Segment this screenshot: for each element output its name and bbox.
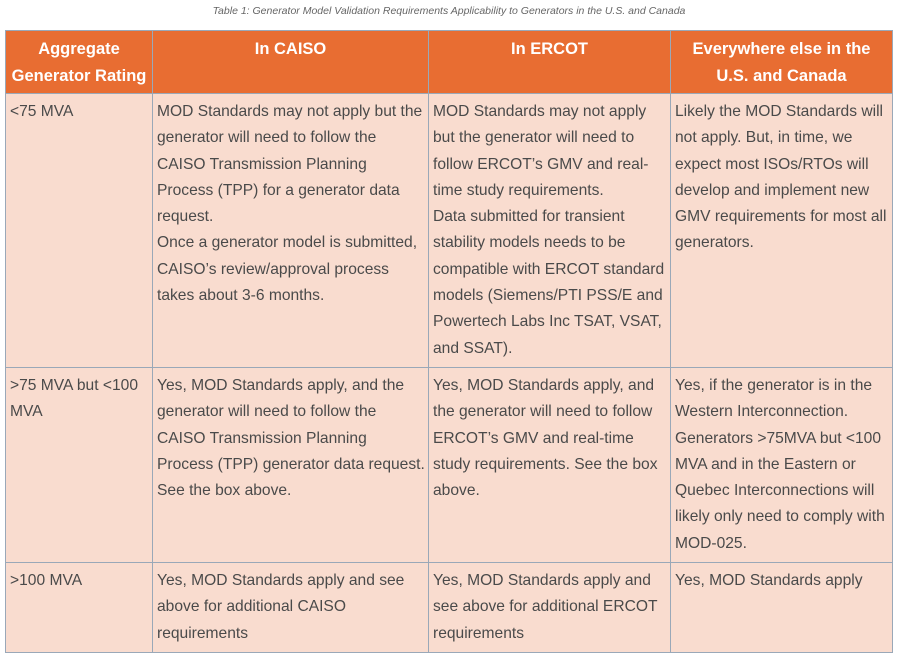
rating-cell: >100 MVA <box>5 562 153 653</box>
cell-paragraph: Yes, MOD Standards apply, and the genera… <box>157 376 425 500</box>
header-rating: Aggregate Generator Rating <box>5 30 153 94</box>
table-row: <75 MVA MOD Standards may not apply but … <box>5 93 893 368</box>
rating-cell: >75 MVA but <100 MVA <box>5 366 153 564</box>
ercot-cell: Yes, MOD Standards apply and see above f… <box>428 562 671 653</box>
cell-paragraph: Yes, MOD Standards apply and see above f… <box>433 572 658 642</box>
header-ercot: In ERCOT <box>428 30 671 94</box>
cell-paragraph: MOD Standards may not apply but the gene… <box>157 103 423 226</box>
elsewhere-cell: Yes, MOD Standards apply <box>670 562 893 653</box>
requirements-table: Aggregate Generator Rating In CAISO In E… <box>5 30 893 653</box>
ercot-cell: Yes, MOD Standards apply, and the genera… <box>428 366 671 564</box>
table-row: >100 MVA Yes, MOD Standards apply and se… <box>5 562 893 653</box>
table-caption: Table 1: Generator Model Validation Requ… <box>212 5 686 17</box>
cell-paragraph: Data submitted for transient stability m… <box>433 208 665 357</box>
table-row: >75 MVA but <100 MVA Yes, MOD Standards … <box>5 366 893 564</box>
rating-cell: <75 MVA <box>5 93 153 368</box>
cell-paragraph: Once a generator model is submitted, CAI… <box>157 234 418 305</box>
cell-paragraph: Yes, if the generator is in the Western … <box>675 376 885 552</box>
header-elsewhere: Everywhere else in the U.S. and Canada <box>670 30 893 94</box>
caiso-cell: MOD Standards may not apply but the gene… <box>152 93 429 368</box>
cell-paragraph: Yes, MOD Standards apply, and the genera… <box>433 376 658 500</box>
cell-paragraph: Yes, MOD Standards apply <box>675 572 863 590</box>
header-row: Aggregate Generator Rating In CAISO In E… <box>5 30 893 94</box>
ercot-cell: MOD Standards may not apply but the gene… <box>428 93 671 368</box>
cell-paragraph: MOD Standards may not apply but the gene… <box>433 103 649 199</box>
caiso-cell: Yes, MOD Standards apply, and the genera… <box>152 366 429 564</box>
elsewhere-cell: Yes, if the generator is in the Western … <box>670 366 893 564</box>
elsewhere-cell: Likely the MOD Standards will not apply.… <box>670 93 893 368</box>
cell-paragraph: Yes, MOD Standards apply and see above f… <box>157 572 405 642</box>
cell-paragraph: Likely the MOD Standards will not apply.… <box>675 103 887 252</box>
header-caiso: In CAISO <box>152 30 429 94</box>
caiso-cell: Yes, MOD Standards apply and see above f… <box>152 562 429 653</box>
